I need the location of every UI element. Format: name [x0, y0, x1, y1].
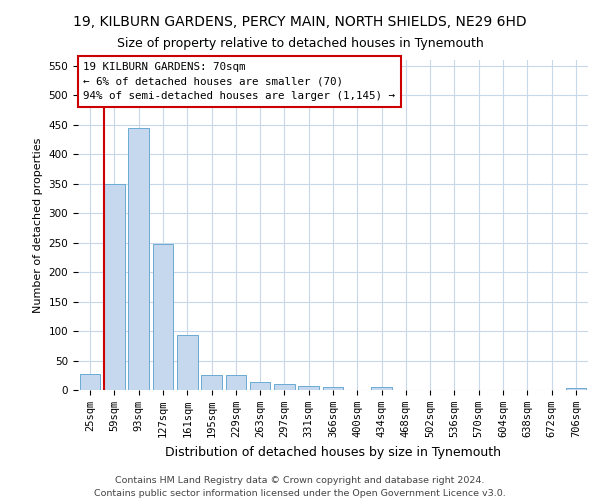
Bar — [80, 374, 100, 390]
Bar — [152, 244, 173, 390]
Text: 19 KILBURN GARDENS: 70sqm
← 6% of detached houses are smaller (70)
94% of semi-d: 19 KILBURN GARDENS: 70sqm ← 6% of detach… — [83, 62, 395, 101]
Bar — [371, 387, 392, 390]
Text: 19, KILBURN GARDENS, PERCY MAIN, NORTH SHIELDS, NE29 6HD: 19, KILBURN GARDENS, PERCY MAIN, NORTH S… — [73, 15, 527, 29]
Bar — [226, 376, 246, 390]
Bar — [128, 128, 149, 390]
Bar — [177, 335, 197, 390]
Text: Contains HM Land Registry data © Crown copyright and database right 2024.
Contai: Contains HM Land Registry data © Crown c… — [94, 476, 506, 498]
Y-axis label: Number of detached properties: Number of detached properties — [33, 138, 43, 312]
Text: Size of property relative to detached houses in Tynemouth: Size of property relative to detached ho… — [116, 38, 484, 51]
Bar — [274, 384, 295, 390]
Bar — [250, 382, 271, 390]
Bar — [201, 376, 222, 390]
Bar — [323, 387, 343, 390]
X-axis label: Distribution of detached houses by size in Tynemouth: Distribution of detached houses by size … — [165, 446, 501, 458]
Bar — [566, 388, 586, 390]
Bar — [298, 386, 319, 390]
Bar — [104, 184, 125, 390]
